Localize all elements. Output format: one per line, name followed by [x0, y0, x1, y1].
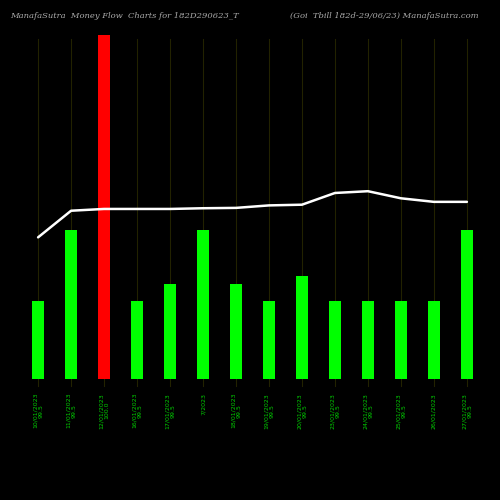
- Bar: [32, 301, 44, 380]
- Bar: [263, 301, 275, 380]
- Bar: [230, 284, 242, 380]
- Bar: [329, 301, 340, 380]
- Bar: [428, 301, 440, 380]
- Bar: [132, 301, 143, 380]
- Bar: [98, 35, 110, 380]
- Bar: [296, 276, 308, 380]
- Bar: [362, 301, 374, 380]
- Text: ManafaSutra  Money Flow  Charts for 182D290623_T: ManafaSutra Money Flow Charts for 182D29…: [10, 12, 239, 20]
- Bar: [461, 230, 472, 380]
- Bar: [395, 301, 406, 380]
- Bar: [66, 230, 77, 380]
- Bar: [164, 284, 176, 380]
- Bar: [197, 230, 209, 380]
- Text: (Goi  Tbill 182d-29/06/23) ManafaSutra.com: (Goi Tbill 182d-29/06/23) ManafaSutra.co…: [290, 12, 478, 20]
